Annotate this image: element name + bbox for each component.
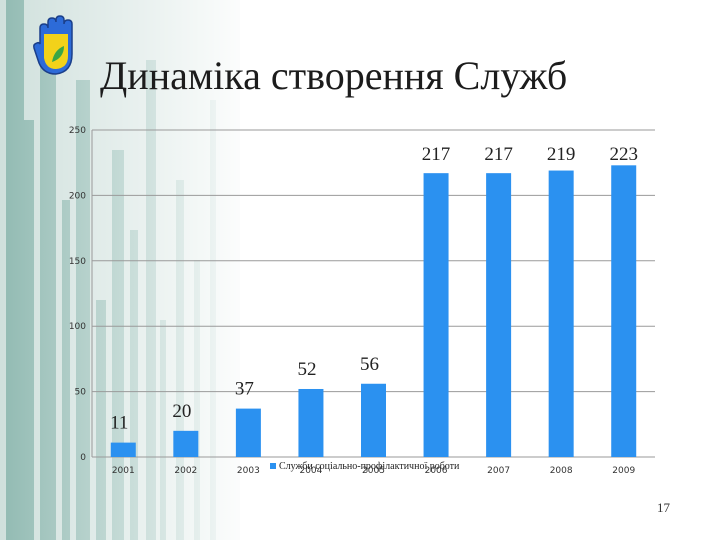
data-label: 37	[235, 379, 254, 400]
legend-label: Служби соціально-профілактичної роботи	[279, 461, 460, 472]
data-label: 11	[110, 413, 128, 434]
x-tick-label: 2006	[425, 466, 448, 476]
y-tick-label: 100	[69, 322, 86, 332]
x-tick-label: 2003	[237, 466, 260, 476]
bar-2007	[486, 173, 512, 457]
data-label: 56	[360, 354, 379, 375]
x-tick-label: 2009	[612, 466, 635, 476]
x-tick-label: 2002	[174, 466, 197, 476]
y-tick-label: 200	[69, 191, 86, 201]
y-tick-label: 50	[75, 388, 87, 398]
x-tick-label: 2008	[550, 466, 573, 476]
bar-2005	[361, 383, 386, 457]
y-tick-label: 150	[69, 257, 86, 267]
x-tick-label: 2007	[487, 466, 510, 476]
bar-2006	[423, 173, 449, 457]
page-number: 17	[657, 500, 670, 515]
bar-2003	[235, 408, 261, 457]
data-label: 219	[547, 144, 576, 165]
bar-2008	[548, 170, 574, 457]
data-label: 20	[172, 401, 191, 422]
slide-title: Динаміка створення Служб	[100, 53, 568, 98]
hand-icon	[33, 15, 73, 75]
data-label: 217	[484, 144, 513, 165]
x-tick-label: 2004	[299, 466, 322, 476]
logo	[30, 14, 86, 86]
data-label: 223	[609, 144, 638, 165]
hand-inner-yellow	[44, 34, 68, 69]
bar-2002	[173, 430, 199, 457]
legend-swatch	[270, 463, 276, 469]
x-tick-label: 2001	[112, 466, 135, 476]
y-tick-label: 0	[80, 453, 86, 463]
y-tick-label: 250	[69, 126, 86, 136]
bar-2009	[611, 165, 637, 458]
data-label: 217	[422, 144, 451, 165]
leaf-shape	[52, 46, 64, 62]
bar-2001	[110, 442, 136, 457]
bar-2004	[298, 388, 324, 457]
x-tick-label: 2005	[362, 466, 385, 476]
data-label: 52	[297, 359, 316, 380]
